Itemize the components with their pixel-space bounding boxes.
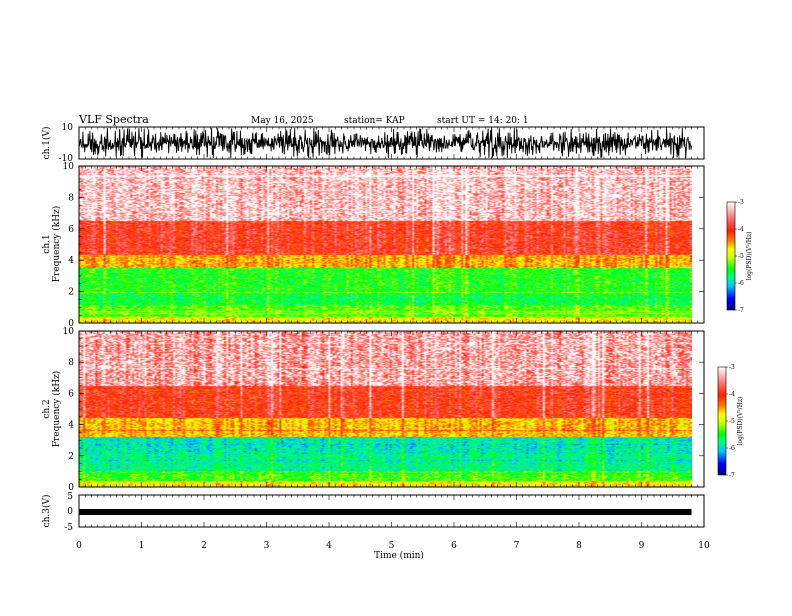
start-time-label: start UT = 14: 20: 1 <box>437 116 529 126</box>
colorbar-tick-label: -6 <box>738 280 744 287</box>
ch1-ytick-top: 10 <box>62 123 74 133</box>
y-tick-label: 10 <box>63 327 75 337</box>
ch2-spectrogram-channel-label: ch.2 <box>42 399 52 418</box>
time-tick-label: 2 <box>201 541 207 551</box>
ch1-spectrogram-channel-label: ch.1 <box>42 234 52 253</box>
time-axis-label: Time (min) <box>374 550 424 561</box>
ch2-colorbar-ticks: -3 -4 -5 -6 -7 <box>726 364 735 479</box>
ch3-ytick-bottom: -5 <box>64 523 73 533</box>
y-tick-label: 2 <box>68 452 74 462</box>
time-tick-label: 3 <box>264 541 270 551</box>
y-tick-label: 8 <box>68 193 74 203</box>
ch3-waveform-xticks <box>78 495 705 527</box>
ch1-waveform-ylabel: ch.1(V) <box>41 127 52 160</box>
y-tick-label: 2 <box>68 288 74 298</box>
y-tick-label: 4 <box>68 256 74 266</box>
y-tick-label: 6 <box>68 225 74 235</box>
colorbar-tick-label: -3 <box>729 364 735 371</box>
station-label: station= KAP <box>344 116 405 126</box>
ch1-colorbar-ticks: -3 -4 -5 -6 -7 <box>735 199 744 314</box>
colorbar-tick-label: -7 <box>729 472 735 479</box>
time-tick-label: 0 <box>76 541 82 551</box>
time-tick-label: 9 <box>639 541 645 551</box>
ch2-colorbar-label: log(PSD)(V²/Hz) <box>737 397 744 446</box>
time-tick-label: 7 <box>514 541 520 551</box>
y-tick-label: 10 <box>63 162 75 172</box>
ch1-ytick-bottom: -10 <box>59 154 74 164</box>
time-tick-label: 6 <box>451 541 457 551</box>
ch2-spectrogram-image <box>79 331 692 487</box>
colorbar-tick-label: -4 <box>729 391 735 398</box>
ch1-spectrogram-ylabel: Frequency (kHz) <box>51 206 62 283</box>
ch1-colorbar-label: log(PSD)(V²/Hz) <box>746 232 753 281</box>
ch1-spectrogram-image <box>79 166 692 323</box>
ch2-spectrogram-ylabel: Frequency (kHz) <box>51 371 62 448</box>
y-tick-label: 6 <box>68 389 74 399</box>
ch3-ytick-top: 5 <box>67 492 73 502</box>
y-tick-label: 0 <box>68 319 74 329</box>
time-axis-tick-labels: 0 1 2 3 4 5 6 7 8 9 10 <box>76 541 710 551</box>
ch1-colorbar-gradient <box>727 202 735 310</box>
ch2-spectrogram-xticks <box>78 331 705 487</box>
y-tick-label: 8 <box>68 358 74 368</box>
ch1-waveform-panel: 10 -10 ch.1(V) <box>41 123 705 164</box>
ch3-waveform-panel: 5 0 -5 ch.3(V) <box>41 492 705 533</box>
colorbar-tick-label: -6 <box>729 445 735 452</box>
ch3-ytick-mid: 0 <box>67 507 73 517</box>
colorbar-tick-label: -5 <box>729 418 735 425</box>
colorbar-tick-label: -7 <box>738 307 744 314</box>
ch3-waveform-trace <box>79 509 692 515</box>
ch1-waveform-xticks <box>78 127 705 159</box>
time-tick-label: 10 <box>698 541 710 551</box>
time-tick-label: 4 <box>326 541 332 551</box>
y-tick-label: 4 <box>68 421 74 431</box>
ch2-spectrogram-yticks: 0 2 4 6 8 10 <box>63 327 704 493</box>
colorbar-tick-label: -3 <box>738 199 744 206</box>
ch3-waveform-ylabel: ch.3(V) <box>41 495 52 528</box>
figure-title: VLF Spectra <box>78 113 149 126</box>
ch1-waveform-trace <box>78 127 692 159</box>
time-tick-label: 5 <box>389 541 395 551</box>
ch1-spectrogram-yticks: 0 2 4 6 8 10 <box>63 162 704 329</box>
time-tick-label: 8 <box>576 541 582 551</box>
date-label: May 16, 2025 <box>251 116 314 126</box>
colorbar-tick-label: -5 <box>738 253 744 260</box>
ch1-spectrogram-xticks <box>78 166 705 323</box>
colorbar-tick-label: -4 <box>738 226 744 233</box>
ch2-colorbar-gradient <box>718 367 726 475</box>
y-tick-label: 0 <box>68 483 74 493</box>
time-tick-label: 1 <box>139 541 145 551</box>
